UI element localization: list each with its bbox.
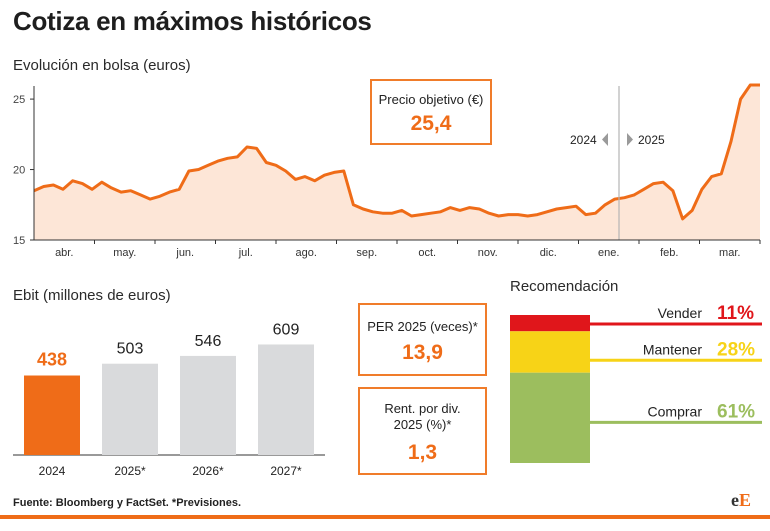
recommendation-percent: 61% — [717, 401, 755, 422]
logo-part-E: E — [739, 490, 752, 510]
stock-area — [34, 85, 760, 240]
dividend-label-line2: 2025 (%)* — [393, 417, 452, 432]
ebit-value-label: 609 — [273, 321, 300, 338]
month-label: sep. — [356, 247, 377, 259]
target-price-box: Precio objetivo (€) 25,4 — [370, 79, 492, 145]
recommendation-label: Mantener — [643, 341, 702, 357]
month-label: feb. — [660, 247, 678, 259]
stock-y-tick-label: 20 — [13, 165, 25, 177]
ebit-bar — [180, 355, 236, 455]
stock-y-tick-label: 25 — [13, 94, 25, 106]
ebit-category-label: 2027* — [270, 464, 302, 478]
ebit-value-label: 546 — [195, 333, 222, 350]
recommendation-label: Vender — [658, 305, 703, 321]
target-price-value: 25,4 — [410, 112, 452, 135]
ebit-value-label: 503 — [117, 341, 144, 358]
month-label: abr. — [55, 247, 73, 259]
stock-y-tick-label: 15 — [13, 235, 25, 247]
recommendation-segment — [510, 331, 590, 373]
month-label: mar. — [719, 247, 740, 259]
recommendation-percent: 11% — [717, 303, 754, 324]
dividend-value: 1,3 — [407, 441, 438, 464]
dividend-label-line1: Rent. por div. — [384, 401, 461, 416]
month-label: jul. — [238, 247, 253, 259]
recommendation-label: Comprar — [648, 403, 703, 419]
ebit-category-label: 2024 — [39, 464, 66, 478]
recommendation-segment — [510, 315, 590, 332]
ebit-chart-subtitle: Ebit (millones de euros) — [13, 287, 171, 304]
stock-price-line — [33, 83, 760, 221]
target-price-label: Precio objetivo (€) — [378, 92, 484, 107]
arrow-right-icon — [627, 133, 633, 146]
page-title: Cotiza en máximos históricos — [13, 6, 372, 36]
dividend-box: Rent. por div. 2025 (%)* 1,3 — [358, 387, 487, 475]
stock-chart-subtitle: Evolución en bolsa (euros) — [13, 57, 191, 74]
footer-bar — [0, 515, 770, 519]
ebit-value-label: 438 — [37, 350, 67, 370]
recommendation-subtitle: Recomendación — [510, 278, 619, 295]
source-note: Fuente: Bloomberg y FactSet. *Previsione… — [13, 497, 242, 509]
publisher-logo: eE — [731, 490, 751, 511]
month-label: ene. — [598, 247, 619, 259]
recommendation-segment — [510, 372, 590, 463]
ebit-category-label: 2025* — [114, 464, 146, 478]
ebit-category-label: 2026* — [192, 464, 224, 478]
month-label: ago. — [296, 247, 317, 259]
month-label: oct. — [418, 247, 436, 259]
recommendation-percent: 28% — [717, 339, 755, 360]
ebit-bar — [102, 363, 158, 455]
year-2024-label: 2024 — [570, 133, 597, 147]
ebit-bar — [24, 375, 80, 455]
arrow-left-icon — [602, 133, 608, 146]
logo-part-e: e — [731, 490, 739, 510]
year-2025-label: 2025 — [638, 133, 665, 147]
per-value: 13,9 — [402, 341, 443, 364]
month-label: jun. — [175, 247, 194, 259]
per-box: PER 2025 (veces)* 13,9 — [358, 303, 487, 376]
month-label: may. — [113, 247, 136, 259]
ebit-bar — [258, 344, 314, 455]
month-label: dic. — [540, 247, 557, 259]
month-label: nov. — [478, 247, 498, 259]
per-label: PER 2025 (veces)* — [367, 319, 478, 334]
